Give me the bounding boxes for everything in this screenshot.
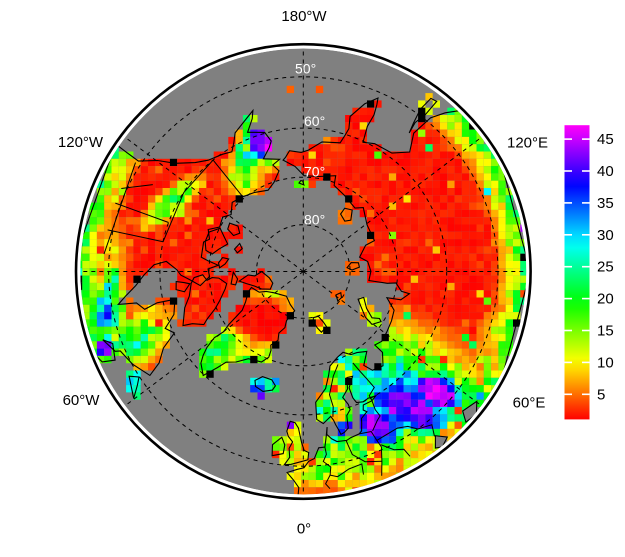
svg-text:30: 30: [597, 227, 614, 244]
svg-text:25: 25: [597, 259, 614, 276]
svg-text:60°: 60°: [304, 113, 325, 129]
svg-text:50°: 50°: [295, 61, 316, 77]
svg-text:80°: 80°: [304, 212, 325, 228]
svg-text:120°E: 120°E: [507, 135, 548, 152]
svg-text:60°W: 60°W: [63, 392, 101, 409]
svg-text:120°W: 120°W: [58, 134, 104, 151]
svg-text:45: 45: [597, 131, 614, 148]
svg-text:40: 40: [597, 163, 614, 180]
svg-text:15: 15: [597, 323, 614, 340]
svg-text:35: 35: [597, 195, 614, 212]
svg-text:20: 20: [597, 291, 614, 308]
svg-text:5: 5: [597, 386, 605, 403]
svg-text:60°E: 60°E: [513, 395, 546, 412]
svg-text:0°: 0°: [297, 521, 311, 538]
svg-text:70°: 70°: [304, 164, 325, 180]
svg-text:10: 10: [597, 354, 614, 371]
svg-text:180°W: 180°W: [281, 8, 327, 25]
